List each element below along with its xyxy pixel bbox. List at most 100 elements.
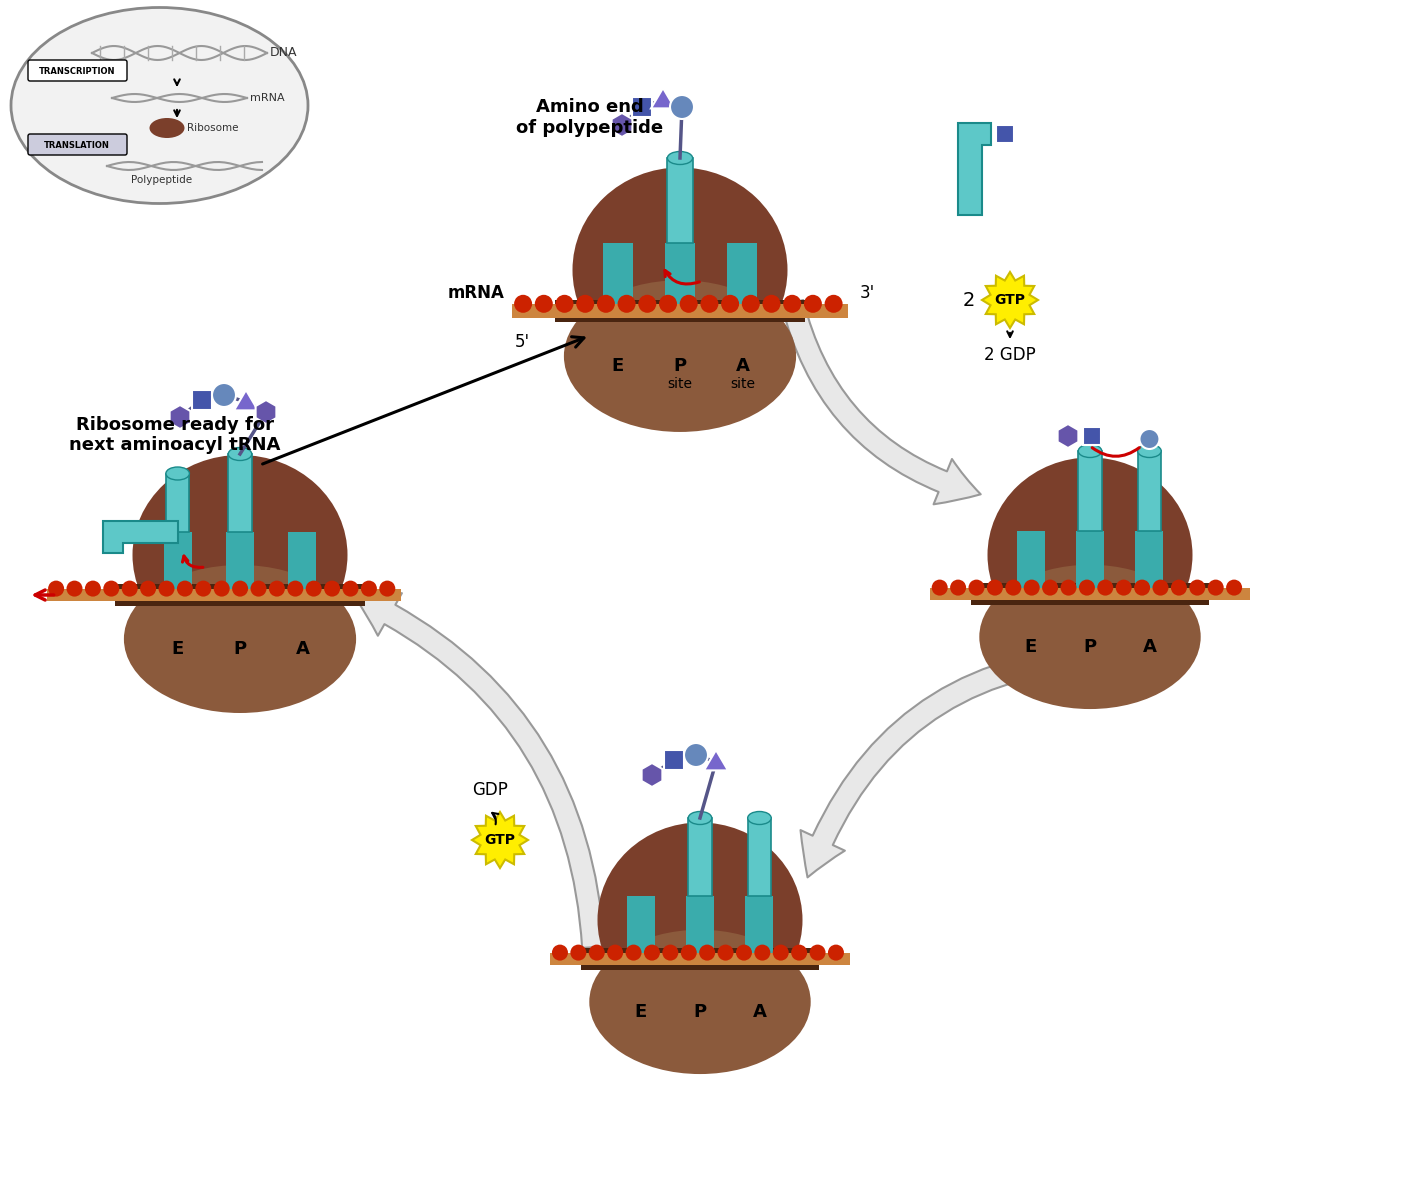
Circle shape (1226, 580, 1243, 595)
Circle shape (342, 581, 359, 596)
Polygon shape (472, 812, 528, 868)
Text: 3': 3' (860, 284, 876, 302)
Circle shape (324, 581, 340, 596)
Ellipse shape (573, 168, 787, 372)
Text: DNA: DNA (270, 47, 297, 60)
Ellipse shape (748, 811, 771, 824)
Bar (667, 158, 692, 242)
Circle shape (233, 581, 248, 596)
Circle shape (1024, 580, 1040, 595)
Polygon shape (234, 390, 258, 410)
Ellipse shape (123, 565, 356, 713)
Circle shape (576, 295, 594, 313)
Circle shape (722, 295, 740, 313)
Circle shape (684, 743, 708, 767)
Circle shape (287, 581, 303, 596)
Circle shape (754, 944, 771, 960)
Circle shape (658, 295, 677, 313)
Circle shape (251, 581, 266, 596)
Circle shape (1061, 580, 1076, 595)
Circle shape (214, 581, 230, 596)
Ellipse shape (597, 822, 803, 1018)
Bar (115, 584, 364, 606)
Text: GDP: GDP (472, 781, 509, 799)
Bar (513, 304, 848, 318)
Circle shape (269, 581, 284, 596)
Circle shape (741, 295, 759, 313)
Bar (1138, 451, 1161, 530)
Ellipse shape (228, 448, 252, 461)
Circle shape (597, 295, 615, 313)
Circle shape (736, 944, 752, 960)
Circle shape (1097, 580, 1114, 595)
Bar (748, 818, 771, 896)
Bar (727, 242, 758, 311)
Circle shape (1208, 580, 1223, 595)
Circle shape (158, 581, 175, 596)
Bar (971, 583, 1209, 605)
Ellipse shape (133, 455, 347, 655)
Bar (745, 896, 773, 959)
Circle shape (825, 295, 842, 313)
Circle shape (552, 944, 567, 960)
Ellipse shape (590, 930, 811, 1074)
Circle shape (639, 295, 656, 313)
Circle shape (792, 944, 807, 960)
Text: GTP: GTP (485, 833, 516, 847)
Bar (1017, 530, 1045, 594)
Ellipse shape (1079, 444, 1101, 457)
Text: TRANSLATION: TRANSLATION (43, 140, 109, 150)
Text: A: A (752, 1003, 766, 1021)
Bar (930, 588, 1250, 600)
Bar (581, 948, 820, 970)
Polygon shape (102, 521, 178, 553)
Bar (665, 242, 695, 311)
Circle shape (810, 944, 825, 960)
Circle shape (1133, 580, 1150, 595)
Circle shape (1115, 580, 1132, 595)
Polygon shape (1058, 424, 1079, 448)
Bar (164, 532, 192, 595)
Circle shape (618, 295, 636, 313)
Text: A: A (296, 640, 310, 658)
Circle shape (588, 944, 605, 960)
Text: E: E (635, 1003, 647, 1021)
Circle shape (1171, 580, 1187, 595)
Circle shape (48, 581, 64, 596)
Circle shape (570, 944, 587, 960)
Bar (602, 242, 633, 311)
Text: E: E (1024, 637, 1037, 655)
Circle shape (1042, 580, 1058, 595)
Circle shape (556, 295, 573, 313)
Circle shape (699, 944, 715, 960)
Ellipse shape (667, 151, 692, 164)
Bar (632, 97, 653, 118)
Circle shape (85, 581, 101, 596)
Polygon shape (170, 404, 191, 428)
Circle shape (968, 580, 985, 595)
Text: GTP: GTP (995, 293, 1026, 307)
Circle shape (514, 295, 532, 313)
Bar (1076, 530, 1104, 594)
Bar (46, 588, 401, 601)
Polygon shape (982, 272, 1038, 328)
Text: P: P (1083, 637, 1097, 655)
Polygon shape (642, 763, 663, 787)
Text: mRNA: mRNA (249, 92, 284, 103)
Polygon shape (958, 122, 991, 215)
Bar (226, 532, 254, 595)
Circle shape (380, 581, 395, 596)
Circle shape (717, 944, 734, 960)
Text: E: E (171, 640, 184, 658)
Bar (165, 474, 189, 532)
Bar (228, 454, 252, 532)
Text: P: P (693, 1003, 706, 1021)
Circle shape (212, 383, 235, 407)
Ellipse shape (150, 118, 185, 138)
Polygon shape (651, 88, 675, 108)
Bar (555, 300, 804, 322)
Circle shape (535, 295, 553, 313)
Text: E: E (611, 358, 623, 376)
Bar (192, 390, 212, 410)
Circle shape (950, 580, 967, 595)
